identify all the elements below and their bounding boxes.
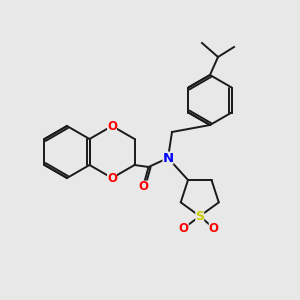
Text: S: S — [195, 210, 204, 223]
Text: O: O — [107, 172, 117, 184]
Text: O: O — [209, 222, 219, 235]
Text: O: O — [107, 119, 117, 133]
Text: O: O — [179, 222, 189, 235]
Text: O: O — [139, 181, 148, 194]
Text: N: N — [162, 152, 174, 164]
